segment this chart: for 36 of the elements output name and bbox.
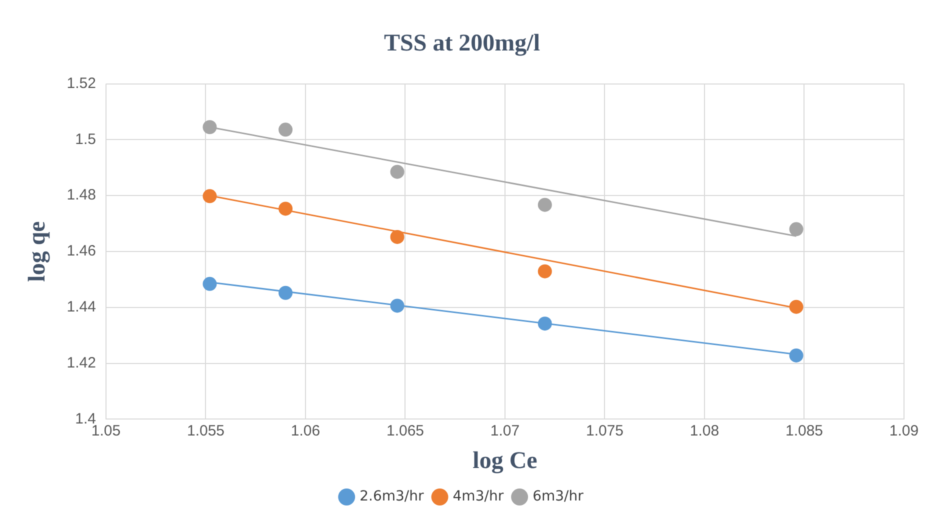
y-tick-label: 1.52 xyxy=(66,74,96,92)
x-tick-label: 1.055 xyxy=(186,422,225,440)
y-tick-label: 1.5 xyxy=(75,130,96,148)
point xyxy=(278,122,293,137)
point xyxy=(789,348,804,362)
x-tick-label: 1.08 xyxy=(690,422,720,440)
point xyxy=(202,120,217,134)
x-tick-label: 1.07 xyxy=(490,422,520,440)
point xyxy=(538,264,552,278)
point xyxy=(390,164,404,179)
point xyxy=(538,316,552,331)
chart-title: TSS at 200mg/l xyxy=(384,30,540,57)
y-tick-label: 1.42 xyxy=(66,354,96,372)
point xyxy=(390,298,404,313)
point xyxy=(278,286,293,300)
point xyxy=(202,189,217,204)
x-tick-label: 1.06 xyxy=(290,422,320,440)
x-tick-label: 1.05 xyxy=(91,422,121,440)
x-tick-label: 1.085 xyxy=(785,422,824,440)
y-tick-label: 1.46 xyxy=(66,242,96,260)
y-tick-label: 1.44 xyxy=(66,298,96,316)
point xyxy=(390,230,404,244)
point xyxy=(789,222,804,236)
y-tick-label: 1.48 xyxy=(66,186,96,204)
legend-label: 4m3/hr xyxy=(452,488,504,505)
legend-label: 6m3/hr xyxy=(532,488,584,505)
x-tick-label: 1.075 xyxy=(586,422,624,440)
legend-label: 2.6m3/hr xyxy=(360,488,424,505)
point xyxy=(789,300,804,314)
x-axis-title: log Ce xyxy=(472,448,538,474)
point xyxy=(278,202,293,216)
x-tick-label: 1.09 xyxy=(889,422,919,440)
y-axis-title: log qe xyxy=(24,220,51,282)
x-tick-label: 1.065 xyxy=(386,422,424,440)
point xyxy=(202,276,217,291)
point xyxy=(538,198,552,212)
